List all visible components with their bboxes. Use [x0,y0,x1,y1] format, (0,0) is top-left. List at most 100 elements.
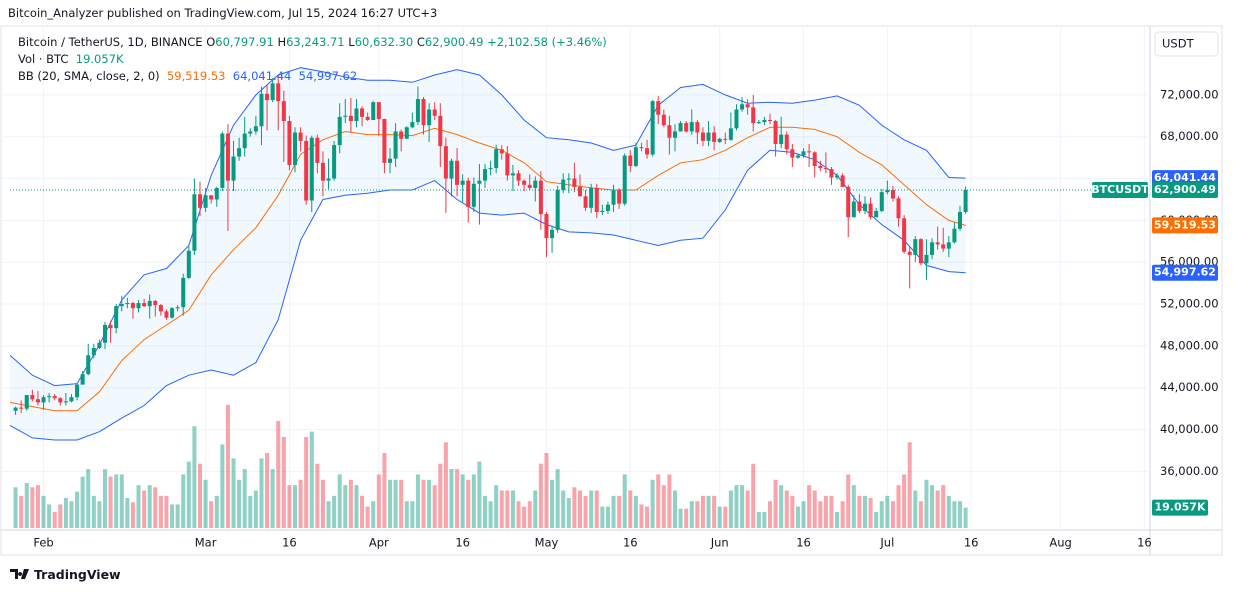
x-tick-label: Jun [710,536,729,550]
candle-body [868,203,873,218]
candle-body [455,160,460,185]
candle-body [734,109,739,129]
candle-body [684,123,689,132]
volume-bar [421,479,426,528]
band-basis-last: 59,519.53 [166,69,226,83]
volume-bar [477,461,482,528]
candle-body [890,190,895,199]
y-tick-label: 44,000.00 [1160,380,1219,394]
candle-body [516,173,521,181]
volume-bar [80,476,85,528]
volume-bar [790,495,795,528]
volume-bar [30,487,35,528]
candle-body [762,119,767,123]
candle-body [404,127,409,139]
candle-body [818,165,823,169]
candle-body [214,187,219,200]
candle-body [952,228,957,243]
candle-body [471,183,476,207]
candle-body [846,186,851,218]
candle-body [102,324,108,343]
candle-body [24,395,29,409]
candle-body [823,168,828,170]
volume-bar [868,498,873,528]
candle-body [896,198,901,219]
volume-bar [382,453,387,528]
volume-bar [589,490,594,528]
volume-bar [767,501,773,528]
volume-bar [315,463,320,528]
volume-bar [594,490,599,528]
candle-body [672,131,678,138]
candle-body [298,132,303,141]
candle-body [86,355,91,375]
candle-body [259,93,264,127]
volume-bar [281,436,286,528]
basis-tag: 59,519.53 [1154,218,1216,231]
candle-body [438,115,443,147]
volume-bar [460,474,465,528]
volume-bar [516,501,521,528]
legend-high-prefix: H [277,35,287,49]
candle-body [237,148,242,157]
symbol-title: Bitcoin / TetherUS, 1D, BINANCE [18,35,203,49]
volume-bar [807,485,812,528]
symbol-tag-box [1092,182,1148,199]
candle-body [840,175,845,187]
currency-button[interactable] [1154,31,1219,57]
volume-bar [455,469,460,528]
candle-body [360,108,365,117]
candle-body [348,115,353,122]
candle-body [700,132,705,141]
volume-bar [628,490,633,528]
last-price-tag: 62,900.49 [1154,183,1216,196]
lower-band-tag: 54,997.62 [1154,266,1216,279]
volume-bar [265,453,270,528]
candle-body [186,250,191,278]
candle-body [645,148,650,155]
volume-bar [505,490,510,528]
candle-body [957,212,963,229]
candle-body [874,210,879,218]
candle-body [751,107,756,124]
volume-bar [946,495,951,528]
bands-name: BB (20, SMA, close, 2, 0) [18,69,160,83]
volume-bar [840,501,845,528]
volume-bar [225,404,230,528]
volume-bar [494,485,499,528]
candle-body [561,179,566,191]
volume-bar [689,501,694,528]
volume-bar [270,469,275,528]
volume-last: 19.057K [75,52,124,66]
candle-body [460,180,465,185]
volume-bars [13,404,968,528]
candle-body [35,399,40,403]
candle-body [158,305,163,312]
candle-body [885,190,890,193]
candle-body [231,156,236,181]
legend-open-prefix: O [206,35,216,49]
volume-bar [393,479,398,528]
volume-bar [471,474,476,528]
volume-bar [197,463,203,528]
volume-bar [136,485,141,528]
volume-bar [41,495,46,528]
candle-body [879,192,884,211]
candle-body [281,101,286,122]
volume-bar [577,490,583,528]
volume-bar [823,495,828,528]
candle-body [415,99,420,123]
band-lower-last: 54,997.62 [298,69,358,83]
candle-body [510,173,515,176]
candle-body [382,118,387,163]
volume-bar [130,502,135,528]
volume-bar [69,501,74,528]
volume-bar [337,474,342,528]
volume-bar [667,474,672,528]
candle-body [326,178,331,181]
volume-bar [723,506,728,528]
candle-body [371,102,376,120]
bands-legend: BB (20, SMA, close, 2, 0) 59,519.53 64,0… [18,69,357,83]
volume-bar [779,485,784,528]
candle-body [779,134,784,145]
